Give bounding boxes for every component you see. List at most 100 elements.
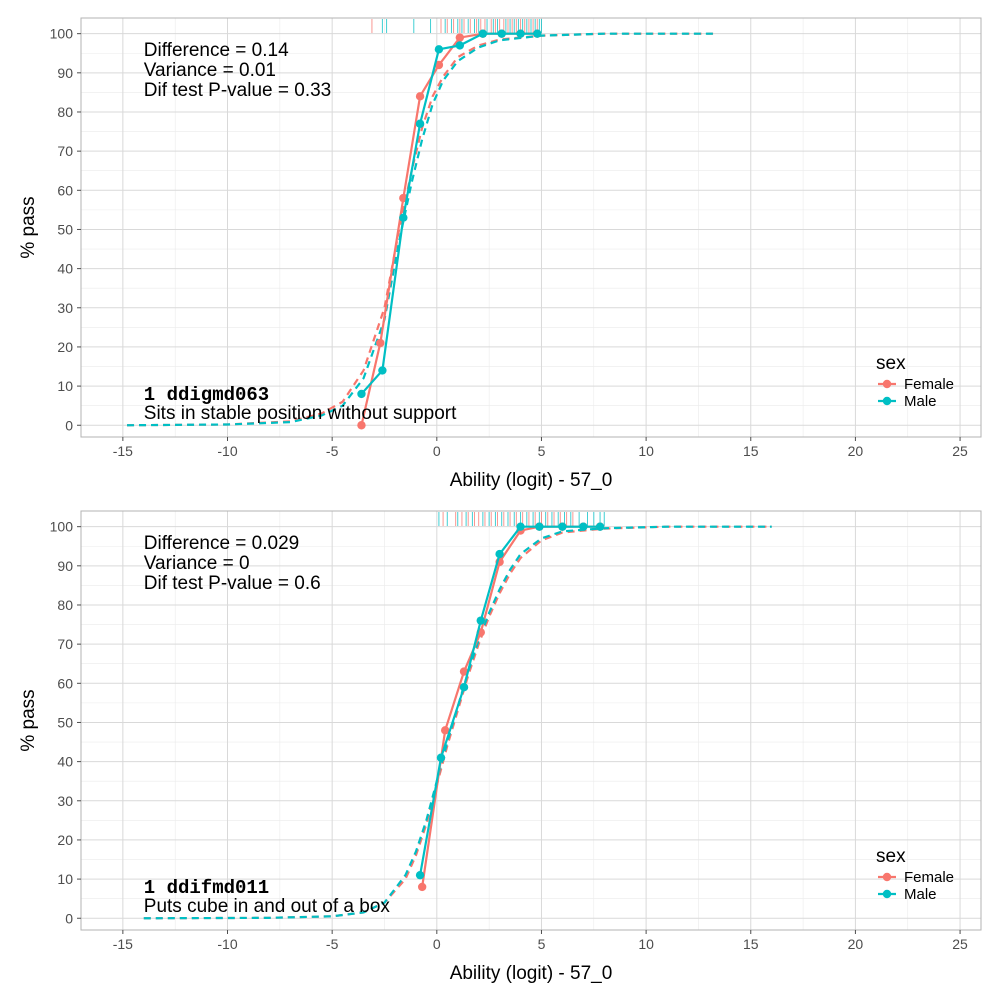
x-tick-label: -10 (217, 443, 237, 459)
gridlines (81, 18, 981, 437)
y-tick-label: 70 (57, 636, 73, 652)
legend-label-female: Female (904, 376, 954, 393)
panel-border (80, 510, 982, 931)
rug-female (371, 19, 538, 33)
y-axis-title: % pass (18, 689, 39, 751)
stats-annotation: Difference = 0.029 (144, 533, 299, 554)
legend-title: sex (876, 846, 906, 867)
x-tick-label: 0 (433, 443, 441, 459)
legend-key-point (882, 889, 892, 899)
x-tick-label: 20 (848, 936, 864, 952)
observed-point-male (399, 213, 408, 222)
observed-point-male (436, 753, 446, 762)
x-tick-label: 5 (538, 936, 546, 952)
legend-key-point (882, 379, 892, 389)
y-tick-label: 20 (57, 339, 73, 355)
y-tick-label: 90 (57, 65, 73, 81)
observed-point-female (434, 60, 444, 70)
x-tick-label: -15 (113, 936, 133, 952)
observed-point-male (595, 522, 605, 531)
observed-point-female (417, 882, 427, 892)
item-code: 1 ddifmd011 (144, 877, 269, 899)
observed-point-male (459, 683, 469, 692)
y-tick-label: 10 (57, 871, 73, 887)
observed-point-male (497, 29, 506, 38)
stats-annotation: Dif test P-value = 0.6 (144, 573, 321, 594)
observed-point-male (516, 522, 525, 531)
stats-annotation: Variance = 0 (144, 553, 250, 574)
x-tick-label: -10 (217, 936, 237, 952)
observed-point-female (459, 667, 469, 676)
x-tick-label: -5 (326, 443, 339, 459)
stats-annotation: Difference = 0.14 (144, 40, 289, 61)
chart-panel-1: -15 -10 -5 0 5 10 15 20 25 0 10 20 30 40 50 60 70 80 90 100… (18, 17, 982, 491)
stats-annotation: Dif test P-value = 0.33 (144, 80, 331, 101)
y-tick-label: 100 (50, 519, 74, 535)
observed-point-female (376, 338, 385, 348)
observed-point-female (440, 726, 450, 735)
x-tick-label: 15 (743, 936, 759, 952)
legend-label-male: Male (904, 393, 937, 410)
y-tick-label: 50 (57, 221, 73, 237)
legend-key-point (882, 872, 892, 882)
item-label: Puts cube in and out of a box (144, 896, 391, 917)
y-tick-label: 0 (65, 417, 73, 433)
x-axis-title: Ability (logit) - 57_0 (450, 963, 613, 984)
observed-point-male (378, 366, 387, 375)
observed-point-female (455, 33, 465, 42)
observed-point-male (495, 549, 504, 559)
expected-curve-male (127, 32, 714, 427)
gridlines (81, 511, 981, 930)
observed-point-male (434, 45, 444, 54)
observed-line-male (418, 525, 601, 876)
observed-line-female (421, 525, 601, 888)
x-tick-label: 0 (433, 936, 441, 952)
legend-label-male: Male (904, 886, 937, 903)
y-tick-label: 10 (57, 378, 73, 394)
y-tick-label: 90 (57, 558, 73, 574)
observed-point-male (455, 41, 465, 50)
legend-label-female: Female (904, 869, 954, 886)
x-tick-label: 15 (743, 443, 759, 459)
y-tick-label: 80 (57, 104, 73, 120)
x-tick-label: 10 (638, 936, 654, 952)
y-tick-label: 60 (57, 182, 73, 198)
y-axis-title: % pass (18, 196, 39, 258)
y-tick-label: 40 (57, 754, 73, 770)
x-tick-label: -15 (113, 443, 133, 459)
observed-point-male (533, 29, 542, 38)
item-label: Sits in stable position without support (144, 403, 457, 424)
observed-point-male (357, 389, 366, 399)
x-tick-label: 20 (848, 443, 864, 459)
x-tick-label: 25 (952, 936, 968, 952)
y-tick-label: 50 (57, 714, 73, 730)
panel-border (80, 17, 982, 438)
y-tick-label: 0 (65, 910, 73, 926)
legend-title: sex (876, 353, 906, 374)
observed-point-male (415, 870, 425, 880)
legend-key-point (882, 396, 892, 406)
stats-annotation: Variance = 0.01 (144, 60, 276, 81)
observed-point-male (558, 522, 567, 531)
observed-line-male (360, 32, 538, 395)
x-tick-label: 5 (538, 443, 546, 459)
y-tick-label: 30 (57, 793, 73, 809)
observed-point-male (415, 119, 425, 128)
y-tick-label: 100 (50, 26, 74, 42)
y-tick-label: 30 (57, 300, 73, 316)
chart-panel-2: -15 -10 -5 0 5 10 15 20 25 0 10 20 30 40 50 60 70 80 90 100… (18, 510, 982, 984)
x-axis-title: Ability (logit) - 57_0 (450, 470, 613, 491)
y-tick-label: 60 (57, 675, 73, 691)
item-code: 1 ddigmd063 (144, 384, 269, 406)
observed-point-female (415, 92, 425, 101)
observed-point-male (535, 522, 544, 531)
rug-female (442, 512, 574, 526)
y-tick-label: 80 (57, 597, 73, 613)
y-tick-label: 70 (57, 143, 73, 159)
observed-point-male (579, 522, 588, 531)
x-tick-label: -5 (326, 936, 339, 952)
x-tick-label: 25 (952, 443, 968, 459)
